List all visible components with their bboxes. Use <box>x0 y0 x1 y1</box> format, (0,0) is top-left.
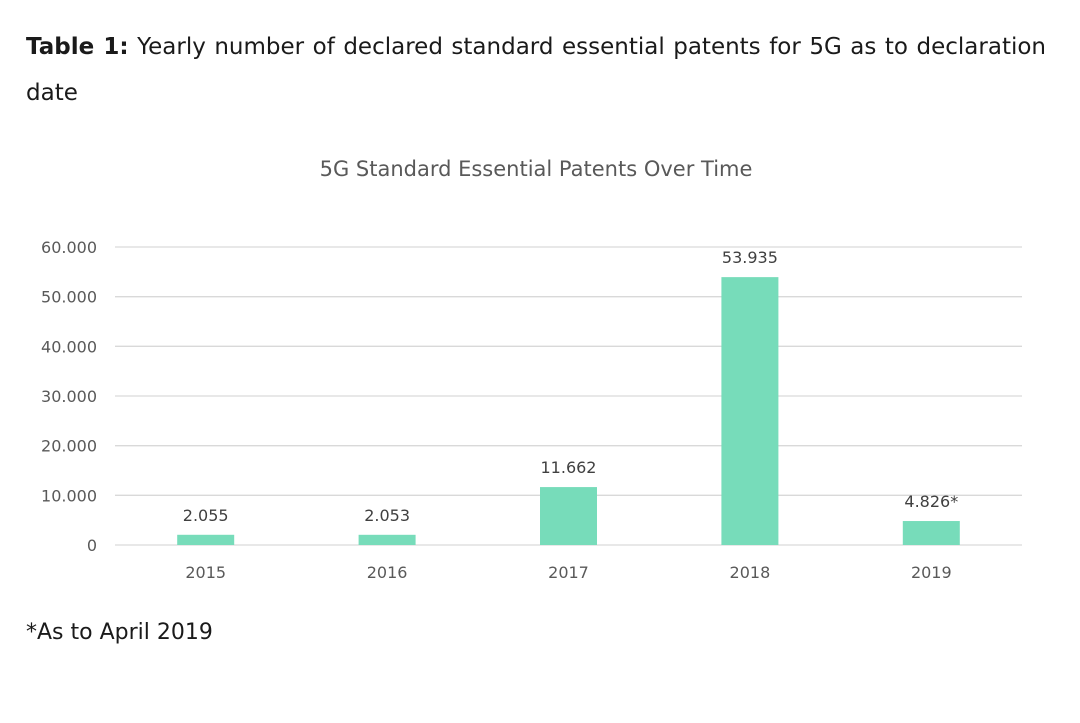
caption-text: Yearly number of declared standard essen… <box>26 34 1047 106</box>
y-tick-label: 50.000 <box>41 288 97 307</box>
bar-chart: 5G Standard Essential Patents Over Time … <box>41 157 1022 582</box>
bars <box>177 277 960 545</box>
bar-2015 <box>177 534 235 545</box>
x-tick-label-2018: 2018 <box>730 563 771 582</box>
bar-2019 <box>902 521 960 545</box>
gridlines <box>115 246 1022 546</box>
data-label-2019: 4.826* <box>904 492 958 511</box>
y-tick-label: 10.000 <box>41 486 97 505</box>
data-label-2016: 2.053 <box>364 506 410 525</box>
bar-2017 <box>540 487 597 545</box>
y-tick-label: 40.000 <box>41 337 97 356</box>
data-labels: 2.055 2.053 11.662 53.935 4.826* <box>183 248 958 525</box>
x-tick-label-2015: 2015 <box>185 563 226 582</box>
y-tick-label: 0 <box>87 536 97 555</box>
bar-2018 <box>721 277 779 545</box>
x-axis-tick-labels: 2015 2016 2017 2018 2019 <box>185 563 951 582</box>
x-tick-label-2016: 2016 <box>367 563 408 582</box>
y-tick-label: 60.000 <box>41 238 97 257</box>
y-axis-tick-labels: 0 10.000 20.000 30.000 40.000 50.000 60.000 <box>41 238 97 555</box>
footnote: *As to April 2019 <box>26 620 213 645</box>
data-label-2018: 53.935 <box>722 248 778 267</box>
x-tick-label-2017: 2017 <box>548 563 589 582</box>
table-caption: Table 1: Yearly number of declared stand… <box>26 24 1046 116</box>
y-tick-label: 20.000 <box>41 437 97 456</box>
y-tick-label: 30.000 <box>41 387 97 406</box>
chart-title: 5G Standard Essential Patents Over Time <box>320 157 753 181</box>
x-tick-label-2019: 2019 <box>911 563 952 582</box>
bar-2016 <box>358 534 416 545</box>
data-label-2017: 11.662 <box>541 458 597 477</box>
data-label-2015: 2.055 <box>183 506 229 525</box>
caption-label: Table 1: <box>26 34 129 60</box>
